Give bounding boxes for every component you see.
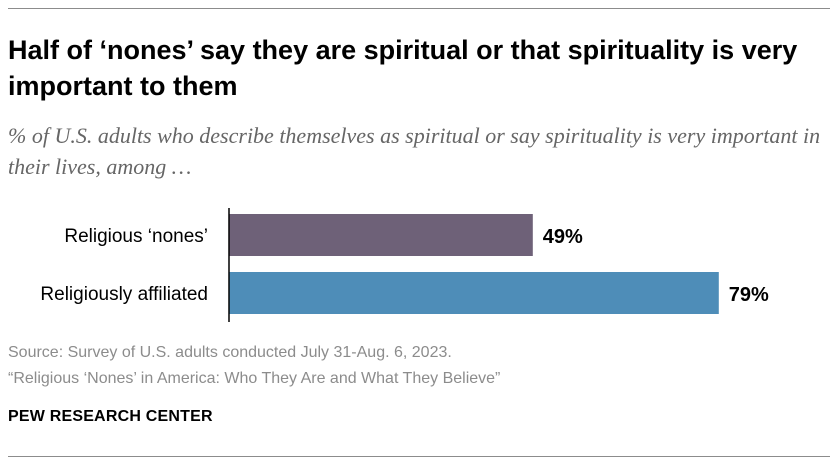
category-label: Religious ‘nones’ <box>64 226 208 247</box>
pew-logo-text: PEW RESEARCH CENTER <box>8 408 213 425</box>
category-label: Religiously affiliated <box>40 284 208 305</box>
bar <box>229 272 719 314</box>
chart-title: Half of ‘nones’ say they are spiritual o… <box>8 35 798 101</box>
report-title: “Religious ‘Nones’ in America: Who They … <box>8 370 501 387</box>
bar-chart: Religious ‘nones’ 49% Religiously affiliat… <box>0 200 840 330</box>
value-label: 49% <box>543 226 583 248</box>
chart-subtitle: % of U.S. adults who describe themselves… <box>8 123 821 179</box>
bottom-rule <box>8 456 830 457</box>
value-label: 79% <box>729 284 769 306</box>
source-note: Source: Survey of U.S. adults conducted … <box>8 344 452 361</box>
bar-chart-svg: Religious ‘nones’ 49% Religiously affiliat… <box>40 208 769 322</box>
bar <box>229 214 533 256</box>
top-rule <box>8 8 830 9</box>
